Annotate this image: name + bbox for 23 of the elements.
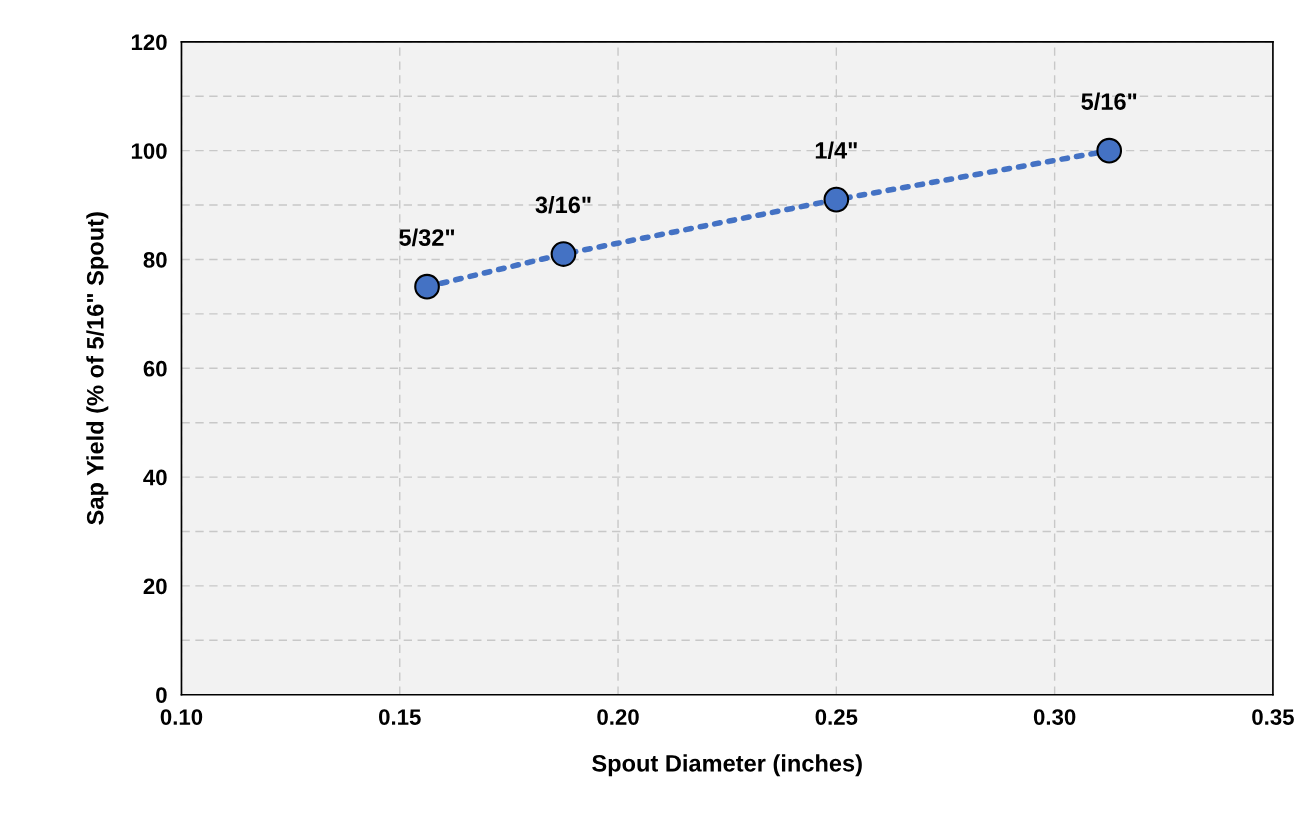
y-axis-title: Sap Yield (% of 5/16" Spout) (86, 212, 109, 525)
annotation: 5/16" (1081, 92, 1137, 111)
point (823, 186, 850, 213)
y-tick-label: 40 (143, 469, 167, 486)
x-tick-label: 0.10 (160, 709, 203, 725)
annotation: 1/4" (815, 141, 857, 160)
point (550, 241, 577, 267)
y-tick-label: 80 (143, 252, 167, 268)
x-tick-label: 0.35 (1252, 709, 1294, 725)
x-tick-label: 0.15 (379, 709, 421, 725)
point (1096, 137, 1123, 164)
annotation: 5/32" (399, 228, 455, 247)
y-tick-label: 120 (131, 34, 167, 51)
x-axis-title: Spout Diameter (inches) (592, 754, 862, 777)
point (414, 273, 440, 300)
annotation: 3/16" (535, 195, 591, 214)
y-tick-label: 0 (156, 687, 167, 703)
y-tick-label: 100 (131, 143, 167, 159)
x-tick-label: 0.25 (815, 709, 858, 725)
x-tick-label: 0.30 (1033, 709, 1076, 725)
y-tick-label: 60 (143, 360, 167, 377)
y-tick-label: 20 (143, 578, 167, 595)
x-tick-label: 0.20 (597, 709, 639, 725)
